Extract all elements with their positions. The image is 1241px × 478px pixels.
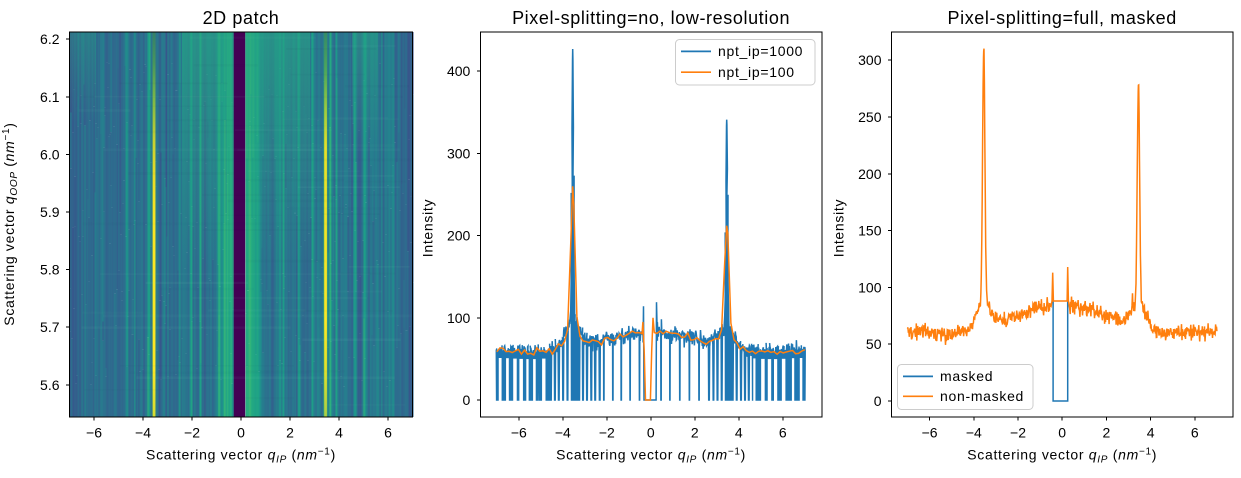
svg-text:6: 6 xyxy=(779,425,787,441)
svg-text:Pixel-splitting=full, masked: Pixel-splitting=full, masked xyxy=(948,8,1177,28)
svg-text:6.0: 6.0 xyxy=(40,146,60,162)
svg-text:−2: −2 xyxy=(1010,425,1026,441)
svg-text:−4: −4 xyxy=(555,425,571,441)
svg-text:0: 0 xyxy=(647,425,655,441)
svg-text:0: 0 xyxy=(1058,425,1066,441)
svg-text:Scattering vector qIP (nm−1): Scattering vector qIP (nm−1) xyxy=(146,447,336,466)
svg-text:6.1: 6.1 xyxy=(40,89,60,105)
svg-text:4: 4 xyxy=(735,425,743,441)
svg-text:50: 50 xyxy=(866,336,882,352)
svg-text:150: 150 xyxy=(858,223,882,239)
svg-text:npt_ip=1000: npt_ip=1000 xyxy=(718,43,803,59)
svg-text:400: 400 xyxy=(447,63,471,79)
svg-text:6.2: 6.2 xyxy=(40,31,60,47)
svg-text:2D patch: 2D patch xyxy=(203,8,280,28)
svg-text:4: 4 xyxy=(335,425,343,441)
svg-text:−2: −2 xyxy=(599,425,615,441)
svg-text:Intensity: Intensity xyxy=(420,199,436,257)
svg-text:masked: masked xyxy=(940,368,993,384)
svg-text:250: 250 xyxy=(858,109,882,125)
svg-text:4: 4 xyxy=(1147,425,1155,441)
svg-text:2: 2 xyxy=(1103,425,1111,441)
svg-text:Intensity: Intensity xyxy=(831,199,847,257)
svg-text:0: 0 xyxy=(874,393,882,409)
svg-text:2: 2 xyxy=(286,425,294,441)
svg-text:0: 0 xyxy=(463,392,471,408)
svg-text:5.7: 5.7 xyxy=(40,319,60,335)
svg-text:−4: −4 xyxy=(135,425,151,441)
svg-text:2: 2 xyxy=(691,425,699,441)
svg-text:0: 0 xyxy=(237,425,245,441)
svg-text:200: 200 xyxy=(858,166,882,182)
svg-text:non-masked: non-masked xyxy=(940,388,1024,404)
svg-text:100: 100 xyxy=(447,310,471,326)
svg-text:300: 300 xyxy=(858,52,882,68)
svg-text:−4: −4 xyxy=(966,425,982,441)
svg-text:Scattering vector qIP (nm−1): Scattering vector qIP (nm−1) xyxy=(967,447,1157,466)
svg-text:6: 6 xyxy=(1191,425,1199,441)
svg-text:−6: −6 xyxy=(922,425,938,441)
svg-text:5.8: 5.8 xyxy=(40,262,60,278)
svg-text:5.6: 5.6 xyxy=(40,377,60,393)
svg-text:5.9: 5.9 xyxy=(40,204,60,220)
svg-text:6: 6 xyxy=(384,425,392,441)
svg-text:−2: −2 xyxy=(184,425,200,441)
svg-text:200: 200 xyxy=(447,228,471,244)
svg-text:−6: −6 xyxy=(511,425,527,441)
svg-text:−6: −6 xyxy=(86,425,102,441)
svg-text:300: 300 xyxy=(447,145,471,161)
svg-text:Scattering vector qIP (nm−1): Scattering vector qIP (nm−1) xyxy=(556,447,746,466)
svg-text:Pixel-splitting=no, low-resolu: Pixel-splitting=no, low-resolution xyxy=(512,8,790,28)
svg-text:npt_ip=100: npt_ip=100 xyxy=(718,64,795,80)
svg-text:100: 100 xyxy=(858,279,882,295)
